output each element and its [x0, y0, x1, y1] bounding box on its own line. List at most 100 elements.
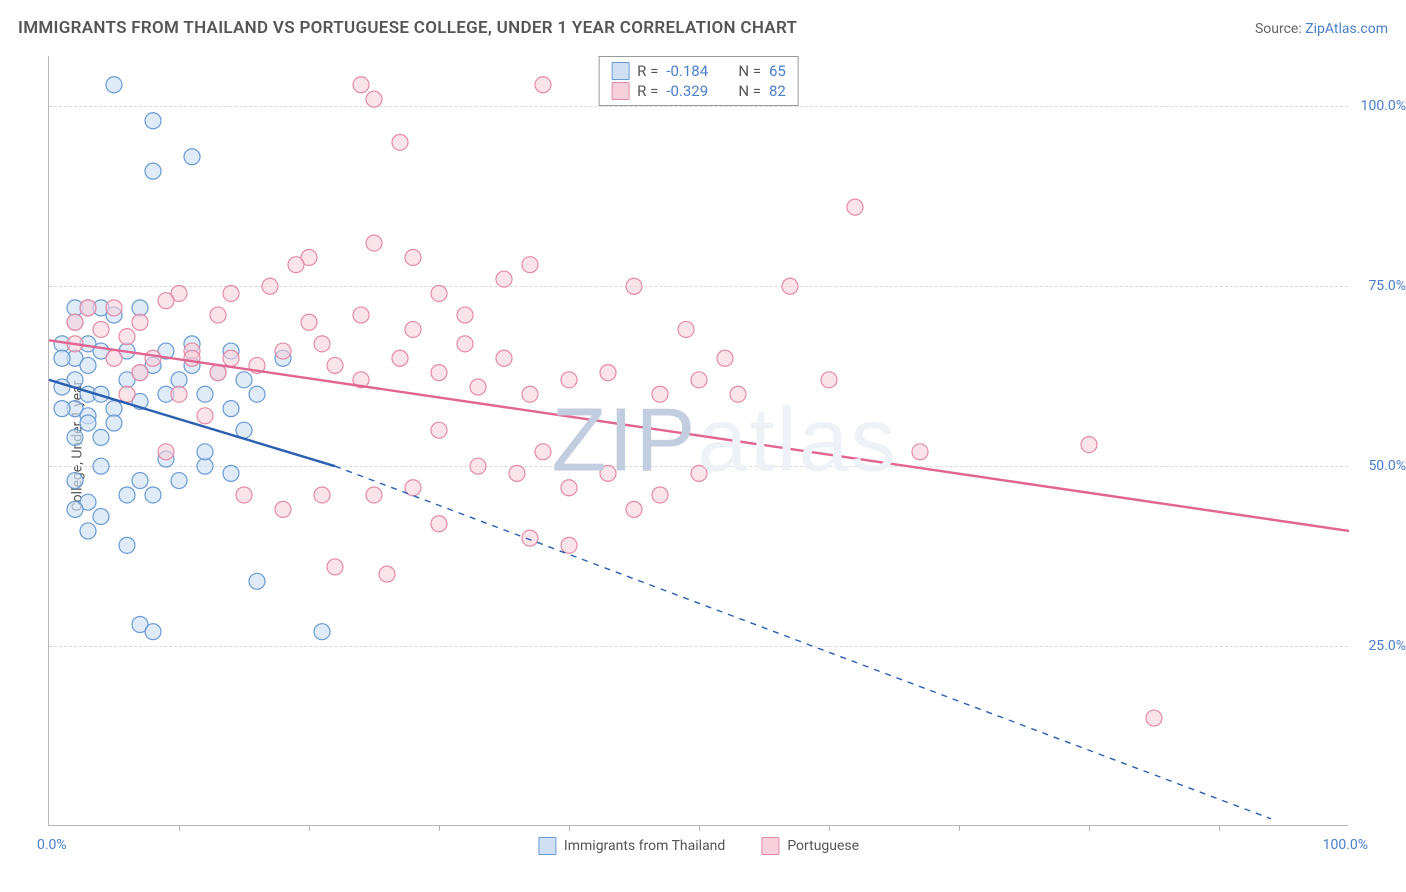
x-axis-label-100: 100.0%: [1323, 837, 1368, 853]
scatter-point-portuguese: [600, 365, 616, 381]
scatter-point-thailand: [132, 473, 148, 489]
scatter-point-thailand: [119, 487, 135, 503]
scatter-point-thailand: [236, 372, 252, 388]
correlation-row-thailand: R = -0.184 N = 65: [611, 61, 786, 81]
scatter-point-portuguese: [678, 321, 694, 337]
x-axis-label-0: 0.0%: [37, 837, 67, 853]
scatter-point-thailand: [314, 624, 330, 640]
scatter-point-portuguese: [67, 314, 83, 330]
scatter-point-portuguese: [210, 307, 226, 323]
scatter-point-thailand: [197, 386, 213, 402]
chart-source: Source: ZipAtlas.com: [1255, 21, 1388, 37]
n-label: N =: [738, 82, 761, 100]
scatter-point-portuguese: [522, 386, 538, 402]
scatter-point-thailand: [93, 429, 109, 445]
scatter-point-thailand: [171, 473, 187, 489]
r-value-portuguese: -0.329: [666, 82, 720, 100]
scatter-point-thailand: [249, 573, 265, 589]
n-label: N =: [738, 62, 761, 80]
scatter-point-portuguese: [535, 77, 551, 93]
y-tick-label: 75.0%: [1356, 278, 1406, 294]
scatter-point-portuguese: [600, 465, 616, 481]
scatter-point-thailand: [93, 458, 109, 474]
scatter-point-portuguese: [353, 77, 369, 93]
plot-area: ZIPatlas 25.0%50.0%75.0%100.0% R = -0.18…: [48, 56, 1348, 826]
n-value-thailand: 65: [769, 62, 786, 80]
x-tick: [309, 825, 310, 831]
scatter-point-thailand: [184, 149, 200, 165]
scatter-point-portuguese: [470, 379, 486, 395]
legend-label-portuguese: Portuguese: [787, 838, 859, 854]
scatter-point-portuguese: [301, 314, 317, 330]
scatter-point-portuguese: [353, 307, 369, 323]
scatter-point-portuguese: [561, 480, 577, 496]
scatter-point-thailand: [106, 77, 122, 93]
scatter-point-portuguese: [457, 336, 473, 352]
chart-header: IMMIGRANTS FROM THAILAND VS PORTUGUESE C…: [18, 18, 1388, 38]
scatter-point-portuguese: [379, 566, 395, 582]
scatter-point-portuguese: [626, 278, 642, 294]
scatter-point-portuguese: [327, 559, 343, 575]
y-tick-label: 100.0%: [1356, 98, 1406, 114]
scatter-point-portuguese: [535, 444, 551, 460]
y-tick-label: 25.0%: [1356, 638, 1406, 654]
x-tick: [699, 825, 700, 831]
scatter-point-portuguese: [730, 386, 746, 402]
correlation-legend: R = -0.184 N = 65 R = -0.329 N = 82: [598, 56, 799, 106]
scatter-point-portuguese: [431, 285, 447, 301]
scatter-point-thailand: [67, 473, 83, 489]
scatter-point-portuguese: [262, 278, 278, 294]
scatter-point-portuguese: [496, 350, 512, 366]
scatter-point-portuguese: [275, 501, 291, 517]
scatter-point-portuguese: [275, 343, 291, 359]
y-tick-label: 50.0%: [1356, 458, 1406, 474]
x-tick: [1219, 825, 1220, 831]
scatter-point-portuguese: [496, 271, 512, 287]
legend-label-thailand: Immigrants from Thailand: [564, 838, 725, 854]
x-tick: [829, 825, 830, 831]
source-link[interactable]: ZipAtlas.com: [1305, 21, 1388, 37]
scatter-point-portuguese: [158, 444, 174, 460]
scatter-point-portuguese: [717, 350, 733, 366]
scatter-point-thailand: [145, 624, 161, 640]
correlation-row-portuguese: R = -0.329 N = 82: [611, 81, 786, 101]
scatter-point-portuguese: [314, 336, 330, 352]
scatter-point-thailand: [67, 429, 83, 445]
scatter-point-portuguese: [80, 300, 96, 316]
scatter-point-portuguese: [132, 314, 148, 330]
scatter-point-portuguese: [392, 134, 408, 150]
scatter-point-thailand: [145, 487, 161, 503]
legend-item-portuguese: Portuguese: [761, 837, 859, 855]
swatch-thailand-icon: [611, 62, 629, 80]
scatter-point-portuguese: [171, 386, 187, 402]
scatter-point-portuguese: [197, 408, 213, 424]
scatter-point-portuguese: [431, 516, 447, 532]
x-tick: [1089, 825, 1090, 831]
scatter-point-portuguese: [470, 458, 486, 474]
scatter-point-thailand: [119, 537, 135, 553]
scatter-point-portuguese: [691, 372, 707, 388]
scatter-point-portuguese: [1146, 710, 1162, 726]
scatter-point-thailand: [106, 415, 122, 431]
scatter-point-portuguese: [158, 293, 174, 309]
scatter-point-thailand: [223, 401, 239, 417]
x-tick: [179, 825, 180, 831]
scatter-point-thailand: [80, 523, 96, 539]
scatter-point-portuguese: [522, 530, 538, 546]
scatter-point-thailand: [93, 509, 109, 525]
scatter-point-portuguese: [106, 300, 122, 316]
scatter-point-thailand: [249, 386, 265, 402]
scatter-point-portuguese: [405, 321, 421, 337]
r-value-thailand: -0.184: [666, 62, 720, 80]
scatter-point-portuguese: [626, 501, 642, 517]
scatter-point-thailand: [171, 372, 187, 388]
scatter-point-portuguese: [106, 350, 122, 366]
swatch-portuguese-icon: [761, 837, 779, 855]
scatter-point-portuguese: [184, 350, 200, 366]
swatch-thailand-icon: [538, 837, 556, 855]
trend-line-dash-thailand: [335, 466, 1271, 819]
scatter-point-thailand: [197, 444, 213, 460]
scatter-point-portuguese: [561, 537, 577, 553]
scatter-point-portuguese: [366, 235, 382, 251]
n-value-portuguese: 82: [769, 82, 786, 100]
